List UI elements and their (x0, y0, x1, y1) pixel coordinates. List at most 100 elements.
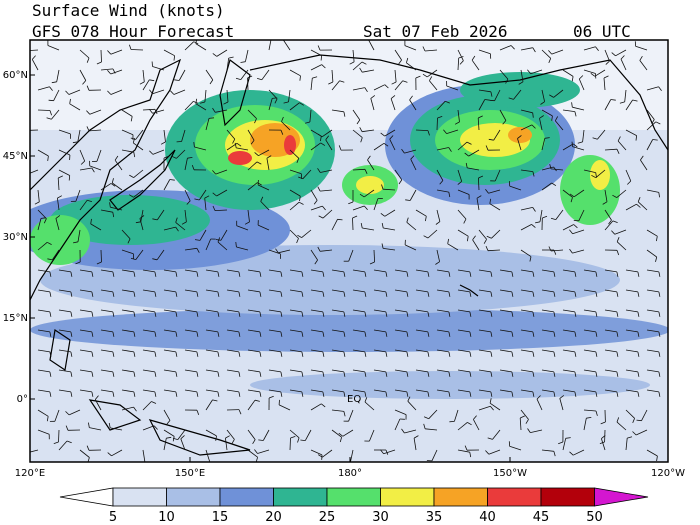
wind-barb (310, 78, 313, 91)
wind-barb-flag (473, 415, 477, 420)
wind-barb-flag (360, 137, 363, 143)
wind-barb (57, 177, 60, 191)
wind-barb-flag (381, 243, 384, 249)
wind-barb-flag (381, 184, 384, 190)
wind-barb-flag (228, 56, 234, 59)
wind-barb-flag (637, 271, 640, 277)
wind-barb (578, 209, 585, 221)
wind-barb-flag (238, 409, 242, 415)
wind-barb (135, 129, 144, 140)
wind-barb-flag (658, 271, 661, 277)
wind-barb-flag (236, 142, 242, 147)
wind-barb (79, 167, 92, 171)
wind-barb-flag (527, 69, 531, 74)
wind-barb-flag (658, 291, 661, 297)
wind-barb (625, 438, 628, 451)
wind-barb (90, 223, 102, 231)
alaska-coast (249, 54, 668, 151)
wind-barb (289, 437, 291, 451)
wind-barb-flag (478, 115, 483, 119)
wind-barb-flag (151, 401, 157, 404)
wind-barb (289, 349, 302, 353)
wind-barb (247, 129, 255, 141)
wind-barb (373, 349, 386, 353)
wind-barb-flag (423, 416, 429, 420)
wind-barb-flag (181, 221, 187, 225)
wind-barb (163, 289, 176, 293)
wind-barb (289, 189, 301, 197)
wind-barb-flag (559, 395, 565, 399)
wind-barb (620, 58, 627, 71)
wind-barb (310, 49, 322, 56)
wind-barb-flag (132, 137, 135, 144)
colorbar-tick-label: 10 (158, 510, 175, 525)
wind-barb-flag (234, 142, 237, 148)
wind-barb-flag (402, 80, 408, 83)
wind-barb-flag (238, 271, 241, 277)
wind-barb-flag (511, 371, 514, 377)
wind-barb (37, 409, 49, 417)
wind-barb (348, 249, 354, 262)
wind-barb-flag (259, 311, 262, 317)
wind-barb-flag (361, 61, 367, 65)
wind-barb (625, 269, 638, 273)
wind-barb (133, 142, 144, 151)
wind-barb (468, 149, 480, 157)
wind-barb (58, 440, 68, 451)
wind-barb (494, 169, 501, 182)
wind-barb-flag (175, 291, 178, 297)
wind-barb-flag (577, 141, 583, 144)
wind-barb (604, 148, 618, 151)
wind-barb (226, 289, 239, 293)
wind-barb (121, 329, 134, 333)
colorbar-segment (166, 487, 221, 507)
colorbar-low-triangle (59, 487, 114, 507)
wind-barb-flag (238, 391, 241, 397)
wind-barb-flag (175, 351, 178, 357)
wind-barb (478, 99, 486, 111)
wind-barb-flag (259, 331, 262, 337)
wind-barb-flag (70, 311, 73, 317)
wind-barb (539, 209, 543, 222)
wind-barb (331, 309, 344, 313)
wind-barb-flag (343, 371, 346, 377)
wind-barb (30, 49, 39, 51)
wind-barb-flag (472, 235, 476, 241)
wind-barb-flag (448, 192, 451, 198)
wind-barb (142, 401, 152, 411)
wind-barb (331, 289, 344, 293)
wind-barb-flag (612, 220, 618, 223)
wind-barb-flag (343, 331, 346, 337)
wind-barb-flag (611, 230, 616, 235)
wind-barb-flag (448, 331, 451, 337)
wind-barb-flag (571, 76, 574, 82)
wind-barb-flag (384, 84, 389, 89)
wind-barb (373, 289, 386, 293)
wind-barb (58, 289, 71, 293)
wind-barb-flag (172, 437, 178, 440)
wind-barb-flag (488, 138, 494, 141)
wind-barb (478, 309, 491, 313)
wind-barb-flag (149, 89, 153, 94)
wind-barb-flag (532, 47, 536, 53)
wind-barb (499, 289, 512, 293)
wind-barb (499, 349, 512, 353)
wind-barb-flag (23, 171, 26, 175)
wind-barb-flag (321, 403, 326, 408)
wind-barb-flag (338, 432, 344, 437)
wind-barb-flag (469, 311, 472, 317)
colorbar-tick-label: 20 (265, 510, 282, 525)
wind-barb (195, 43, 207, 51)
wind-zone (250, 371, 650, 399)
wind-barb (226, 349, 239, 353)
wind-barb-flag (196, 331, 199, 337)
wind-barb-flag (154, 291, 157, 297)
wind-barb-flag (49, 391, 52, 397)
wind-barbs (23, 40, 662, 462)
wind-barb-flag (322, 271, 325, 277)
wind-barb-flag (133, 311, 136, 317)
wind-barb-flag (317, 454, 323, 458)
lat-label: 30°N (3, 232, 28, 243)
wind-barb-flag (133, 371, 136, 377)
colorbar-segment (540, 487, 595, 507)
